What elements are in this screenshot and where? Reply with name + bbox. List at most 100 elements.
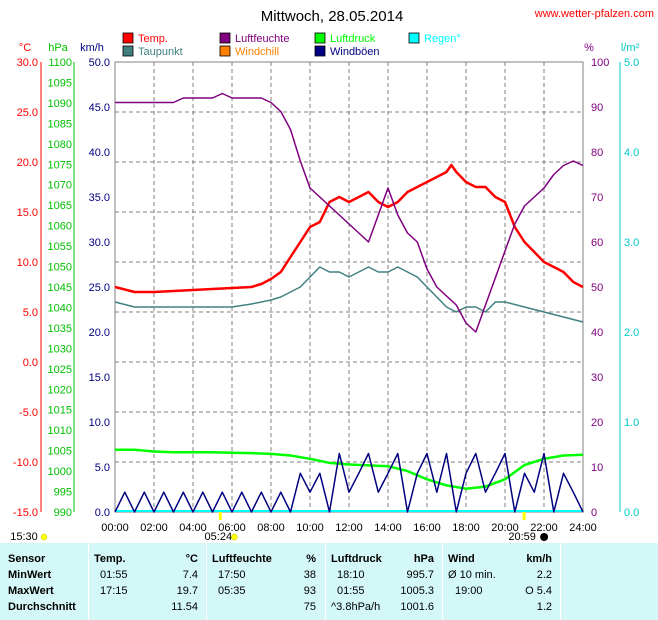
legend-label: Taupunkt — [138, 46, 183, 58]
tick-label-humidity: 70 — [591, 192, 603, 204]
row-label: MaxWert — [8, 585, 54, 597]
tick-label-wind: 45.0 — [89, 102, 110, 114]
legend-label: Windchill — [235, 46, 279, 58]
x-tick-label: 20:00 — [491, 522, 519, 534]
tick-label-pressure: 990 — [54, 507, 72, 519]
tick-label-temp: 15.0 — [17, 207, 38, 219]
tick-label-humidity: 90 — [591, 102, 603, 114]
stats-row-max: MaxWert 17:15 19.7 05:35 93 01:55 1005.3… — [0, 583, 658, 599]
legend-label: Windböen — [330, 46, 380, 58]
tick-label-humidity: 0 — [591, 507, 597, 519]
tick-label-pressure: 1040 — [48, 302, 72, 314]
tick-label-pressure: 1010 — [48, 425, 72, 437]
row-label: MinWert — [8, 569, 52, 581]
header-humidity: Luftfeuchte — [212, 553, 272, 565]
tick-label-temp: 0.0 — [23, 357, 38, 369]
tick-label-temp: -10.0 — [13, 457, 38, 469]
tick-label-wind: 20.0 — [89, 327, 110, 339]
tick-label-humidity: 100 — [591, 57, 609, 69]
tick-label-pressure: 1025 — [48, 364, 72, 376]
tick-label-humidity: 60 — [591, 237, 603, 249]
tick-label-pressure: 1100 — [48, 57, 72, 69]
tick-label-temp: 25.0 — [17, 107, 38, 119]
sun-icon — [40, 533, 48, 541]
header-pressure-unit: hPa — [413, 553, 434, 565]
series-line-luftdruck — [115, 448, 584, 490]
pressure-value: 1005.3 — [400, 585, 434, 597]
chart-title: Mittwoch, 28.05.2014 — [261, 8, 404, 25]
series-line-temp — [114, 163, 584, 294]
header-pressure: Luftdruck — [331, 553, 382, 565]
tick-label-pressure: 1055 — [48, 241, 72, 253]
tick-label-temp: 10.0 — [17, 257, 38, 269]
tick-label-pressure: 1045 — [48, 282, 72, 294]
pressure-value: 1001.6 — [400, 601, 434, 613]
pressure-trend: ^3.8hPa/h — [331, 601, 381, 613]
series-line-taupunkt — [114, 266, 584, 323]
x-tick-label: 14:00 — [374, 522, 402, 534]
tick-label-rain: 0.0 — [624, 507, 639, 519]
legend-swatch — [122, 32, 134, 44]
humidity-value: 38 — [303, 569, 316, 581]
tick-label-pressure: 1060 — [48, 221, 72, 233]
tick-label-wind: 40.0 — [89, 147, 110, 159]
stats-row-avg: Durchschnitt 11.54 75 ^3.8hPa/h 1001.6 1… — [0, 599, 658, 615]
tick-label-rain: 1.0 — [624, 417, 639, 429]
axes: 30.0 25.0 20.0 15.0 10.0 5.0 0.0 -5.0 -10.0 -15.0… — [13, 57, 639, 534]
x-tick-label: 16:00 — [413, 522, 441, 534]
tick-label-wind: 25.0 — [89, 282, 110, 294]
tick-label-pressure: 1080 — [48, 139, 72, 151]
x-tick-label: 02:00 — [140, 522, 168, 534]
tick-label-humidity: 20 — [591, 417, 603, 429]
tick-label-temp: 20.0 — [17, 157, 38, 169]
sun-icon — [231, 533, 238, 541]
x-tick-label: 08:00 — [257, 522, 285, 534]
tick-label-humidity: 30 — [591, 372, 603, 384]
tick-label-temp: -15.0 — [13, 507, 38, 519]
tick-label-pressure: 1065 — [48, 200, 72, 212]
tick-label-pressure: 1000 — [48, 466, 72, 478]
tick-label-humidity: 80 — [591, 147, 603, 159]
site-url: www.wetter-pfalzen.com — [534, 8, 654, 20]
tick-label-humidity: 50 — [591, 282, 603, 294]
legend-label: Luftfeuchte — [235, 33, 289, 45]
time-markers: 15:30 05:24 20:59 — [10, 512, 549, 543]
wind-time: 19:00 — [455, 585, 483, 597]
stats-row-min: MinWert 01:55 7.4 17:50 38 18:10 995.7 Ø… — [0, 567, 658, 583]
wind-value: 1.2 — [536, 601, 552, 613]
tick-label-wind: 35.0 — [89, 192, 110, 204]
time-marker-label: 05:24 — [205, 531, 233, 543]
legend-swatch — [219, 45, 231, 57]
tick-label-pressure: 1005 — [48, 446, 72, 458]
legend-swatch — [219, 32, 231, 44]
tick-label-pressure: 995 — [54, 487, 72, 499]
grid — [114, 61, 584, 513]
header-wind-unit: km/h — [526, 553, 552, 565]
moon-icon — [540, 533, 549, 541]
tick-label-pressure: 1090 — [48, 98, 72, 110]
header-temp: Temp. — [94, 553, 126, 565]
x-tick-label: 18:00 — [452, 522, 480, 534]
tick-label-wind: 15.0 — [89, 372, 110, 384]
x-tick-label: 06:00 — [218, 522, 246, 534]
tick-label-rain: 4.0 — [624, 147, 639, 159]
legend-label: Luftdruck — [330, 33, 376, 45]
tick-label-wind: 30.0 — [89, 237, 110, 249]
temp-value: 11.54 — [171, 601, 198, 613]
tick-label-wind: 50.0 — [89, 57, 110, 69]
tick-label-pressure: 1030 — [48, 343, 72, 355]
tick-label-wind: 10.0 — [89, 417, 110, 429]
humidity-time: 05:35 — [218, 585, 246, 597]
tick-label-temp: -5.0 — [19, 407, 38, 419]
x-tick-label: 04:00 — [179, 522, 207, 534]
pressure-time: 18:10 — [337, 569, 365, 581]
temp-value: 7.4 — [182, 569, 198, 581]
wind-value: 2.2 — [536, 569, 552, 581]
unit-temp: °C — [19, 42, 31, 54]
x-tick-label: 10:00 — [296, 522, 324, 534]
legend-swatch — [314, 32, 326, 44]
humidity-value: 93 — [303, 585, 316, 597]
tick-label-rain: 3.0 — [624, 237, 639, 249]
header-humidity-unit: % — [306, 553, 316, 565]
